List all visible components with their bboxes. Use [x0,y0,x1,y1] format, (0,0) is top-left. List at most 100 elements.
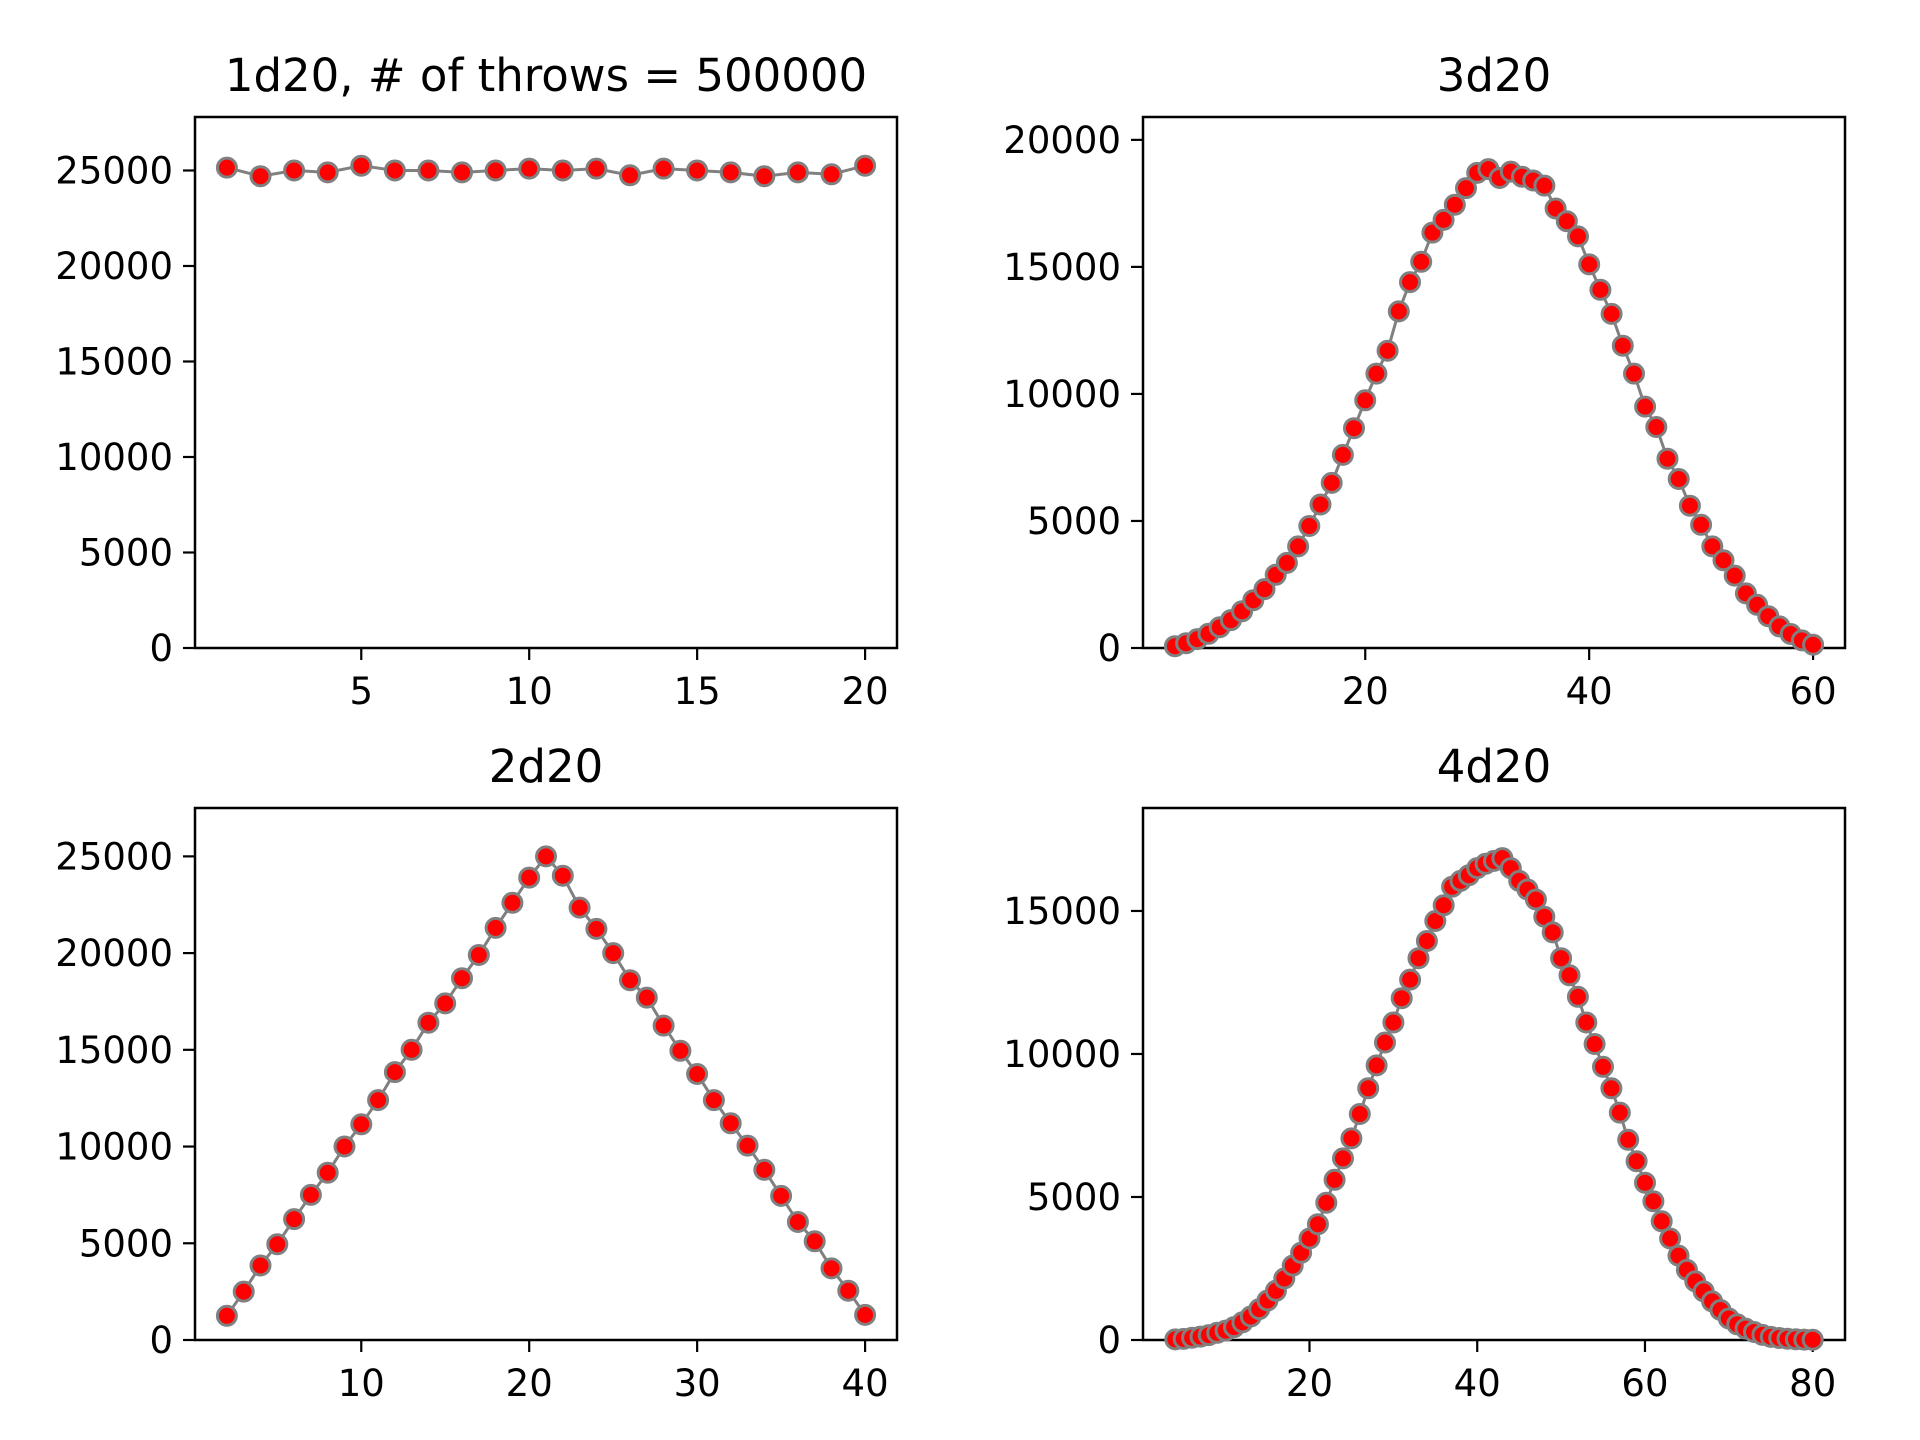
y-tick-label: 5000 [79,531,173,574]
data-point [215,1304,238,1327]
data-point [1642,1190,1665,1213]
data-point [383,159,406,182]
data-point [1287,535,1310,558]
data-point [1690,513,1713,536]
data-point [367,1089,390,1112]
data-point [1382,1011,1405,1034]
data-point [451,161,473,184]
data-point [283,1208,306,1231]
data-point [1524,888,1547,911]
data-point [400,1038,423,1061]
data-point [1455,177,1477,200]
y-tick-label: 0 [1097,627,1121,670]
data-point [249,1254,272,1277]
data-point [1667,468,1690,490]
data-point [1566,985,1589,1008]
data-point [383,1061,406,1084]
data-point [451,967,473,990]
data-point [1701,535,1724,558]
x-tick-label: 40 [1566,670,1613,713]
data-point [736,1134,759,1157]
data-point [1365,362,1388,385]
y-tick-label: 20000 [55,932,173,975]
data-point [686,1063,709,1085]
data-point [266,1233,289,1256]
x-tick-label: 5 [349,670,373,713]
data-point [1600,1077,1623,1100]
data-point [1659,1227,1682,1250]
x-tick-label: 20 [1286,1362,1333,1405]
x-tick-label: 60 [1790,670,1837,713]
data-point [1583,1033,1606,1055]
data-point [299,1183,322,1206]
data-point [1354,389,1377,412]
chart-panel-3d20: 3d20 20 40 60 0 5000 10000 15000 20000 [1003,49,1847,713]
data-point [501,891,524,914]
data-point [719,161,742,184]
y-tick-label: 10000 [1003,373,1121,416]
x-tick-label: 30 [674,1362,721,1405]
y-tick-label: 15000 [55,1029,173,1072]
data-point [551,864,574,887]
data-point [1650,1210,1673,1233]
data-point [1589,278,1612,301]
data-point [686,159,709,182]
data-point [753,1158,776,1181]
chart-panel-4d20: 4d20 20 40 60 80 0 5000 10000 15000 [1003,740,1847,1405]
data-point [249,165,272,188]
data-point [1399,271,1421,294]
data-point [1611,334,1634,357]
data-point [635,986,658,1009]
data-point [585,157,608,180]
data-point [1541,921,1564,944]
data-point [1712,549,1735,572]
data-point [719,1112,742,1135]
data-point [1575,1011,1598,1034]
data-point [1365,1054,1388,1077]
data-point [820,1257,843,1280]
data-point [1407,947,1430,970]
data-point [1578,253,1601,276]
data-point [1558,964,1581,987]
y-tick-label: 0 [149,627,173,670]
data-point [283,159,306,182]
data-point [518,866,541,889]
data-point [753,165,776,188]
data-point [232,1280,255,1303]
x-tick-label: 20 [842,670,889,713]
data-point [1592,1055,1614,1078]
data-point [1298,515,1321,537]
data-point [1340,1127,1363,1150]
data-point [1309,493,1332,516]
data-point [1410,250,1433,273]
y-tick-label: 5000 [1027,500,1121,543]
x-tick-label: 40 [842,1362,889,1405]
chart-title: 2d20 [489,740,603,793]
data-point [467,944,490,966]
data-point [1376,339,1399,362]
data-point [1357,1077,1380,1100]
data-point [602,942,625,965]
chart-title: 3d20 [1437,49,1551,102]
x-tick-label: 10 [338,1362,385,1405]
data-point [1656,447,1679,470]
data-point [215,156,238,179]
data-point [518,157,541,180]
data-point [669,1039,692,1062]
data-point [417,1011,440,1034]
data-point [619,164,641,187]
x-tick-label: 80 [1789,1362,1836,1405]
y-tick-label: 10000 [55,436,173,479]
y-tick-label: 20000 [1003,119,1121,162]
y-tick-label: 10000 [55,1126,173,1169]
data-point [854,154,877,177]
data-point [484,159,507,182]
data-point [434,992,457,1015]
data-point [820,163,843,186]
axes-frame [193,115,899,650]
data-point [484,916,507,939]
y-tick-label: 25000 [55,835,173,878]
data-point [1399,968,1422,991]
data-point [1348,1103,1371,1125]
